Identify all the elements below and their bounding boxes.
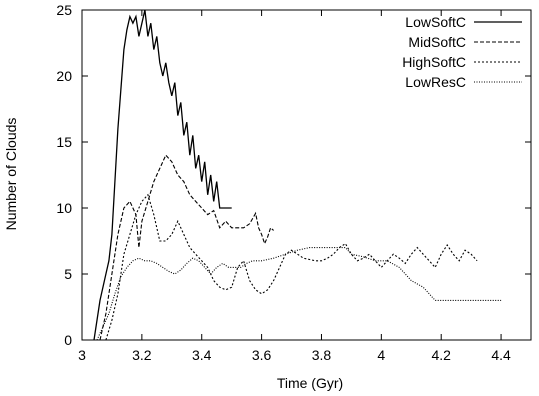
legend-label-lowresc: LowResC: [405, 74, 466, 90]
x-tick-label: 4.2: [431, 347, 451, 363]
x-tick-label: 3.2: [132, 347, 152, 363]
y-tick-label: 25: [56, 2, 72, 18]
x-tick-label: 3.8: [312, 347, 332, 363]
series-layer: [93, 9, 502, 341]
y-tick-label: 10: [56, 200, 72, 216]
x-tick-label: 3.4: [192, 347, 212, 363]
x-axis: 3 3.2 3.4 3.6 3.8 4 4.2 4.4: [78, 10, 511, 363]
y-tick-label: 20: [56, 68, 72, 84]
series-line-lowsoftc: [93, 9, 232, 341]
x-axis-title: Time (Gyr): [277, 375, 343, 391]
legend-label-lowsoftc: LowSoftC: [405, 14, 466, 30]
plot-frame: [81, 9, 532, 341]
legend-label-highsoftc: HighSoftC: [402, 54, 466, 70]
legend-label-midsoftc: MidSoftC: [408, 34, 466, 50]
plot-border: [81, 9, 532, 341]
legend: LowSoftC MidSoftC HighSoftC LowResC: [402, 14, 522, 90]
series-line-lowresc: [96, 247, 502, 341]
y-tick-label: 5: [64, 266, 72, 282]
y-axis-title: Number of Clouds: [3, 118, 19, 231]
y-tick-label: 15: [56, 134, 72, 150]
x-tick-label: 4: [377, 347, 385, 363]
y-tick-label: 0: [64, 332, 72, 348]
x-tick-label: 3.6: [252, 347, 272, 363]
y-axis: 0 5 10 15 20 25: [56, 2, 531, 348]
x-tick-label: 3: [78, 347, 86, 363]
x-tick-label: 4.4: [491, 347, 511, 363]
series-line-highsoftc: [105, 193, 478, 341]
series-line-midsoftc: [99, 154, 274, 341]
